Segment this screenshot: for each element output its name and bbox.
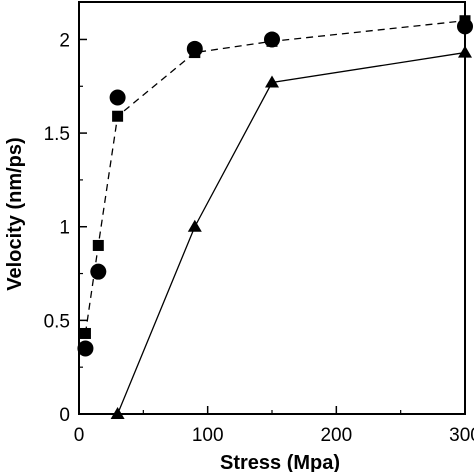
square-point — [79, 327, 91, 339]
y-axis: 0 0.5 1 1.5 2 — [44, 30, 87, 426]
series-line-squares — [84, 20, 466, 334]
circle-point — [109, 89, 126, 106]
y-tick-label: 2 — [59, 30, 70, 51]
y-tick-label: 0.5 — [44, 311, 70, 332]
y-tick-label: 1 — [59, 218, 70, 239]
x-tick-label: 0 — [74, 425, 85, 446]
square-point — [112, 110, 124, 122]
x-axis-label: Stress (Mpa) — [220, 452, 340, 472]
y-tick-label: 1.5 — [44, 124, 70, 145]
circle-point — [186, 40, 203, 57]
x-tick-label: 200 — [320, 425, 352, 446]
series-lines — [84, 20, 466, 415]
plot-frame — [78, 1, 466, 415]
circle-point — [77, 340, 94, 357]
series-line-triangles — [116, 51, 466, 415]
x-tick-label: 300 — [449, 425, 474, 446]
y-axis-label: Velocity (nm/ps) — [4, 137, 26, 290]
y-tick-label: 0 — [59, 405, 70, 426]
triangle-point — [187, 219, 202, 232]
triangle-point — [265, 75, 279, 88]
series-markers — [77, 15, 473, 419]
x-axis: 0 100 200 300 — [74, 406, 474, 446]
x-tick-label: 100 — [192, 425, 224, 446]
circle-point — [264, 31, 280, 48]
circle-point — [90, 263, 107, 280]
square-point — [92, 239, 104, 251]
